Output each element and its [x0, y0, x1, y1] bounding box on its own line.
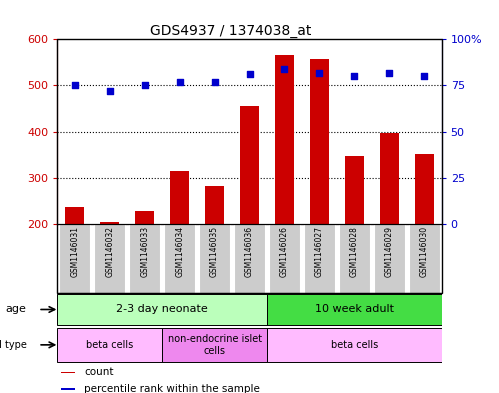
Bar	[61, 388, 75, 390]
Bar	[269, 224, 300, 293]
Text: count: count	[84, 367, 114, 377]
Bar	[380, 132, 399, 224]
Text: beta cells: beta cells	[331, 340, 378, 350]
Bar	[415, 154, 434, 224]
Text: GSM1146035: GSM1146035	[210, 226, 219, 277]
Bar	[409, 224, 440, 293]
Text: beta cells: beta cells	[86, 340, 133, 350]
Bar	[339, 224, 370, 293]
Bar	[267, 294, 442, 325]
Point	[420, 73, 428, 79]
Bar	[170, 171, 189, 224]
Text: cell type: cell type	[0, 340, 26, 350]
Text: GSM1146026: GSM1146026	[280, 226, 289, 277]
Bar	[135, 211, 154, 224]
Bar	[205, 186, 224, 224]
Point	[176, 79, 184, 85]
Title: GDS4937 / 1374038_at: GDS4937 / 1374038_at	[150, 24, 311, 38]
Bar	[310, 59, 329, 224]
Text: GSM1146028: GSM1146028	[350, 226, 359, 277]
Bar	[57, 328, 162, 362]
Bar	[304, 224, 335, 293]
Point	[280, 66, 288, 72]
Text: GSM1146027: GSM1146027	[315, 226, 324, 277]
Bar	[234, 224, 265, 293]
Bar	[162, 328, 267, 362]
Point	[211, 79, 219, 85]
Point	[350, 73, 358, 79]
Text: GSM1146032: GSM1146032	[105, 226, 114, 277]
Bar	[65, 207, 84, 224]
Text: percentile rank within the sample: percentile rank within the sample	[84, 384, 260, 393]
Text: 2-3 day neonate: 2-3 day neonate	[116, 305, 208, 314]
Point	[385, 70, 393, 76]
Point	[246, 71, 253, 77]
Bar	[374, 224, 405, 293]
Point	[71, 83, 79, 89]
Text: GSM1146030: GSM1146030	[420, 226, 429, 277]
Bar	[345, 156, 364, 224]
Text: GSM1146031: GSM1146031	[70, 226, 79, 277]
Text: 10 week adult: 10 week adult	[315, 305, 394, 314]
Bar	[267, 328, 442, 362]
Text: age: age	[6, 305, 26, 314]
Bar	[59, 224, 90, 293]
Bar	[100, 222, 119, 224]
Bar	[61, 372, 75, 373]
Bar	[240, 106, 259, 224]
Point	[141, 83, 149, 89]
Text: GSM1146036: GSM1146036	[245, 226, 254, 277]
Bar	[57, 294, 267, 325]
Bar	[164, 224, 195, 293]
Text: GSM1146029: GSM1146029	[385, 226, 394, 277]
Point	[315, 70, 323, 76]
Point	[106, 88, 114, 94]
Bar	[275, 55, 294, 224]
Text: GSM1146034: GSM1146034	[175, 226, 184, 277]
Bar	[94, 224, 125, 293]
Bar	[199, 224, 230, 293]
Text: GSM1146033: GSM1146033	[140, 226, 149, 277]
Text: non-endocrine islet
cells: non-endocrine islet cells	[168, 334, 261, 356]
Bar	[129, 224, 160, 293]
